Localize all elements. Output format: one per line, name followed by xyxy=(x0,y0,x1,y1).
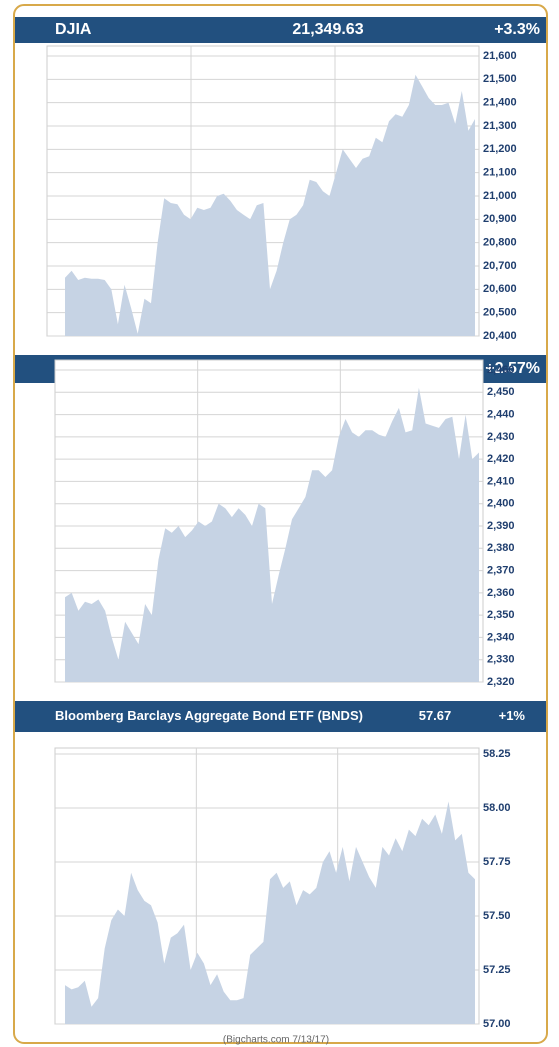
y-tick-label: 2,450 xyxy=(487,386,515,398)
chart-title: DJIA xyxy=(55,21,92,38)
y-tick-label: 2,370 xyxy=(487,564,515,576)
y-tick-label: 21,600 xyxy=(483,50,517,62)
y-tick-label: 20,400 xyxy=(483,330,517,342)
change: +1% xyxy=(499,708,526,723)
y-tick-label: 2,430 xyxy=(487,431,515,443)
y-tick-label: 20,800 xyxy=(483,237,517,249)
y-tick-label: 2,320 xyxy=(487,676,515,688)
y-tick-label: 2,390 xyxy=(487,520,515,532)
header-bar xyxy=(15,17,546,43)
y-tick-label: 21,300 xyxy=(483,120,517,132)
y-tick-label: 58.25 xyxy=(483,748,511,760)
y-tick-label: 2,410 xyxy=(487,475,515,487)
header-bar xyxy=(15,701,546,732)
y-tick-label: 2,360 xyxy=(487,587,515,599)
change: +3.3% xyxy=(494,21,540,38)
last-value: 21,349.63 xyxy=(292,21,363,38)
y-tick-label: 2,460 xyxy=(487,364,515,376)
y-tick-label: 2,440 xyxy=(487,408,515,420)
area xyxy=(65,387,479,682)
y-tick-label: 20,900 xyxy=(483,213,517,225)
y-tick-label: 20,700 xyxy=(483,260,517,272)
y-tick-label: 20,500 xyxy=(483,307,517,319)
y-tick-label: 2,350 xyxy=(487,609,515,621)
area xyxy=(65,74,475,336)
last-value: 57.67 xyxy=(419,708,452,723)
y-tick-label: 57.50 xyxy=(483,910,511,922)
area xyxy=(65,801,475,1024)
change: +2.57% xyxy=(485,360,540,377)
y-tick-label: 2,400 xyxy=(487,498,515,510)
y-tick-label: 57.75 xyxy=(483,856,511,868)
y-tick-label: 57.25 xyxy=(483,964,511,976)
y-tick-label: 57.00 xyxy=(483,1018,511,1030)
y-tick-label: 2,330 xyxy=(487,654,515,666)
chart-title: Bloomberg Barclays Aggregate Bond ETF (B… xyxy=(55,708,363,723)
y-tick-label: 21,000 xyxy=(483,190,517,202)
y-tick-label: 58.00 xyxy=(483,802,511,814)
y-tick-label: 20,600 xyxy=(483,283,517,295)
y-tick-label: 21,400 xyxy=(483,97,517,109)
y-tick-label: 21,200 xyxy=(483,143,517,155)
footer: (Bigcharts.com 7/13/17) xyxy=(223,1035,329,1046)
y-tick-label: 2,420 xyxy=(487,453,515,465)
y-tick-label: 2,340 xyxy=(487,631,515,643)
y-tick-label: 21,500 xyxy=(483,73,517,85)
y-tick-label: 2,380 xyxy=(487,542,515,554)
y-tick-label: 21,100 xyxy=(483,167,517,179)
